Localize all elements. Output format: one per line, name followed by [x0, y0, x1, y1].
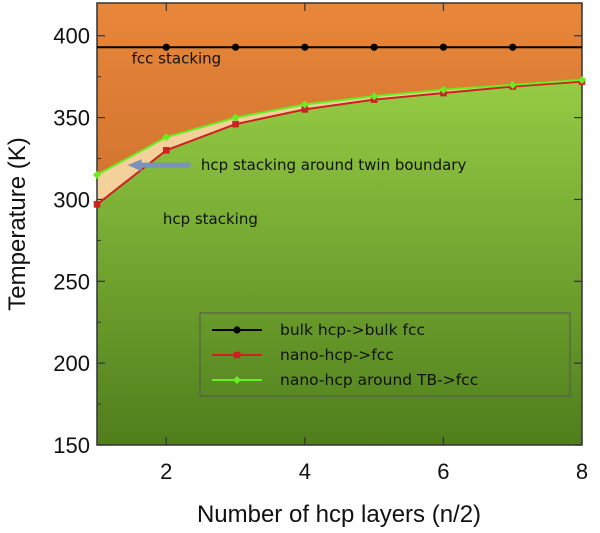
- series-point: [439, 85, 448, 94]
- annotation-fcc-stacking: fcc stacking: [132, 50, 222, 68]
- y-tick-label: 150: [53, 433, 90, 458]
- arrow-head: [127, 159, 142, 172]
- x-axis-ticks: 2 4 6 8: [160, 3, 588, 484]
- series-point: [300, 100, 309, 109]
- hcp-region: [97, 79, 582, 445]
- x-tick-label: 6: [437, 459, 449, 484]
- series-point: [439, 43, 448, 51]
- legend-box: [199, 312, 571, 397]
- x-tick-label: 8: [576, 459, 588, 484]
- legend-swatch-marker: [233, 351, 241, 359]
- x-tick-label: 2: [160, 459, 172, 484]
- y-tick-label: 350: [53, 106, 90, 131]
- series-point: [231, 43, 240, 51]
- series-point: [509, 43, 517, 51]
- y-tick-label: 300: [53, 187, 90, 212]
- series-point: [370, 43, 378, 51]
- series-point: [578, 75, 586, 84]
- series-layer: [93, 43, 586, 208]
- y-axis-title: Temperature (K): [4, 137, 31, 310]
- y-tick-label: 400: [53, 24, 90, 49]
- series-line: [96, 80, 583, 206]
- series-point: [162, 133, 171, 142]
- y-tick-label: 200: [53, 351, 90, 376]
- series-point: [370, 92, 379, 101]
- series-0: [97, 43, 582, 51]
- series-point: [301, 43, 309, 51]
- plot-frame: [96, 2, 583, 446]
- x-axis-title: Number of hcp layers (n/2): [197, 501, 481, 528]
- series-point: [93, 170, 101, 179]
- legend-swatch-marker: [233, 326, 241, 334]
- series-point: [231, 113, 240, 122]
- y-tick-label: 250: [53, 269, 90, 294]
- legend-label-nano-tb: nano-hcp around TB->fcc: [280, 371, 478, 389]
- annotation-layer: fcc stacking hcp stacking around twin bo…: [127, 50, 467, 228]
- y-axis-ticks: 150 200 250 300 350 400: [53, 24, 582, 458]
- legend-swatch-marker: [233, 376, 241, 384]
- series-point: [508, 80, 517, 89]
- legend: bulk hcp->bulk fcc nano-hcp->fcc nano-hc…: [199, 312, 571, 397]
- series-line: [96, 78, 583, 176]
- series-point: [232, 120, 239, 128]
- series-point: [162, 43, 170, 51]
- legend-label-nano: nano-hcp->fcc: [280, 346, 394, 364]
- x-tick-label: 4: [299, 459, 311, 484]
- series-point: [93, 201, 101, 208]
- annotation-hcp-stacking: hcp stacking: [163, 210, 258, 228]
- series-2: [93, 75, 586, 179]
- legend-label-bulk: bulk hcp->bulk fcc: [280, 321, 425, 339]
- annotation-twin-boundary: hcp stacking around twin boundary: [201, 156, 467, 174]
- series-point: [301, 106, 309, 113]
- series-point: [162, 147, 170, 154]
